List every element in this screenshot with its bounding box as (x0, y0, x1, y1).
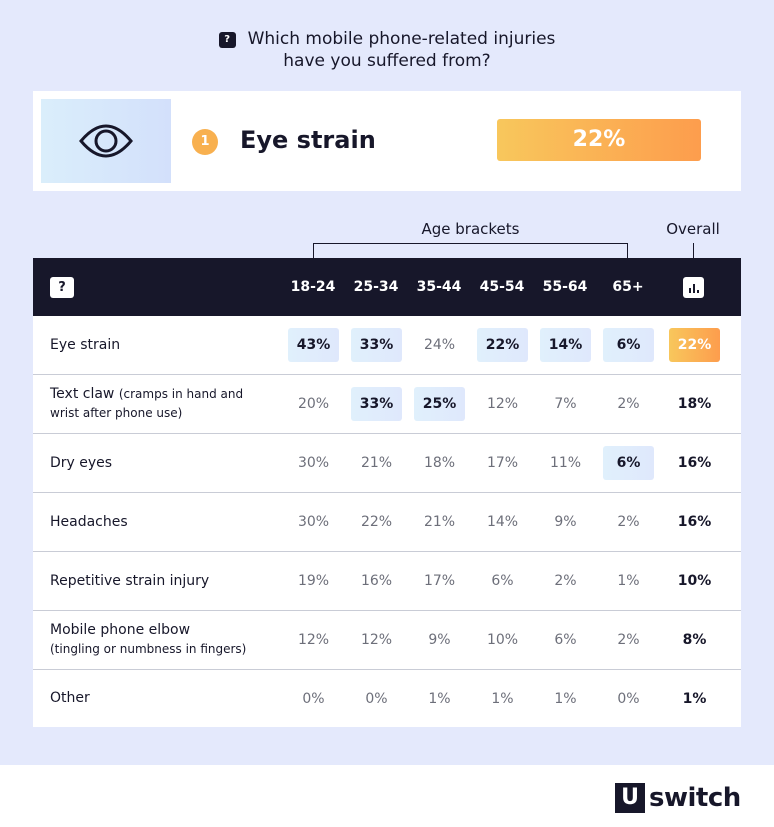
value-cell: 33% (351, 387, 402, 421)
row-label-text: Eye strain (50, 336, 121, 353)
featured-label: Eye strain (240, 126, 376, 154)
value-cell: 12% (297, 632, 330, 648)
row-label: Other (50, 670, 90, 727)
value-cell: 14% (540, 328, 591, 362)
row-sublabel: (tingling or numbness in fingers) (50, 642, 247, 656)
value-cell: 2% (554, 573, 577, 589)
row-label-text: Dry eyes (50, 454, 113, 471)
value-cell: 43% (288, 328, 339, 362)
row-label: Repetitive strain injury (50, 552, 209, 610)
value-cell: 19% (297, 573, 330, 589)
footer: U switch (0, 765, 774, 827)
column-header: 35-44 (416, 279, 462, 295)
value-cell: 7% (554, 396, 577, 412)
row-sublabel: (cramps in hand and wrist after phone us… (50, 387, 244, 420)
column-header: 65+ (612, 279, 644, 295)
value-cell: 2% (617, 396, 640, 412)
row-label-text: Headaches (50, 513, 128, 530)
overall-cell: 18% (677, 396, 712, 412)
row-label: Headaches (50, 493, 128, 551)
table-row: Repetitive strain injury 19% 16% 17% 6% 2% 1% 1… (33, 552, 741, 611)
row-label-text: Repetitive strain injury (50, 572, 210, 589)
value-cell: 2% (617, 632, 640, 648)
table-row: Mobile phone elbow (tingling or numbness … (33, 611, 741, 670)
value-cell: 30% (297, 514, 330, 530)
value-cell: 0% (302, 691, 325, 707)
table-row: Other 0% 0% 1% 1% 1% 0% 1% (33, 670, 741, 727)
overall-cell: 22% (669, 328, 720, 362)
overall-cell: 1% (682, 691, 707, 707)
age-brackets-bracket (313, 243, 628, 258)
row-label: Eye strain (50, 316, 120, 374)
uswitch-logo: U switch (615, 783, 741, 813)
value-cell: 25% (414, 387, 465, 421)
overall-label: Overall (666, 220, 720, 238)
value-cell: 17% (423, 573, 456, 589)
value-cell: 1% (617, 573, 640, 589)
value-cell: 0% (617, 691, 640, 707)
column-header: 55-64 (542, 279, 588, 295)
table-row: Text claw (cramps in hand and wrist afte… (33, 375, 741, 434)
overall-connector (693, 243, 694, 258)
value-cell: 2% (617, 514, 640, 530)
value-cell: 30% (297, 455, 330, 471)
age-brackets-label: Age brackets (421, 220, 520, 238)
value-cell: 1% (428, 691, 451, 707)
row-label-text: Text claw (50, 386, 115, 402)
value-cell: 6% (603, 446, 654, 480)
value-cell: 6% (491, 573, 514, 589)
column-header: 45-54 (479, 279, 525, 295)
table-row: Eye strain 43% 33% 24% 22% 14% 6% 22% (33, 316, 741, 375)
rank-badge: 1 (192, 129, 218, 155)
value-cell: 24% (423, 337, 456, 353)
value-cell: 6% (603, 328, 654, 362)
value-cell: 9% (554, 514, 577, 530)
column-header: 18-24 (290, 279, 336, 295)
value-cell: 14% (486, 514, 519, 530)
bar-chart-icon (683, 277, 704, 298)
value-cell: 10% (486, 632, 519, 648)
value-cell: 6% (554, 632, 577, 648)
value-cell: 20% (297, 396, 330, 412)
eye-icon (41, 99, 171, 183)
table-row: Headaches 30% 22% 21% 14% 9% 2% 16% (33, 493, 741, 552)
value-cell: 22% (477, 328, 528, 362)
overall-cell: 8% (682, 632, 707, 648)
value-cell: 0% (365, 691, 388, 707)
question-bubble-icon: ? (50, 277, 74, 298)
value-cell: 18% (423, 455, 456, 471)
overall-cell: 16% (677, 455, 712, 471)
question-bubble-icon: ? (218, 32, 236, 48)
value-cell: 11% (549, 455, 582, 471)
row-label: Text claw (cramps in hand and wrist afte… (50, 375, 250, 433)
value-cell: 1% (554, 691, 577, 707)
chart-title: ? Which mobile phone-related injuries hav… (0, 28, 774, 72)
row-label-text: Mobile phone elbow (50, 622, 191, 638)
value-cell: 21% (423, 514, 456, 530)
value-cell: 17% (486, 455, 519, 471)
featured-value-bar: 22% (497, 119, 701, 161)
overall-cell: 16% (677, 514, 712, 530)
value-cell: 22% (360, 514, 393, 530)
table-header: ? 18-24 25-34 35-44 45-54 55-64 65+ (33, 258, 741, 316)
column-header: 25-34 (353, 279, 399, 295)
value-cell: 12% (486, 396, 519, 412)
value-cell: 16% (360, 573, 393, 589)
row-label-text: Other (50, 690, 90, 706)
overall-cell: 10% (677, 573, 712, 589)
featured-card: 1 Eye strain 22% (33, 91, 741, 191)
table-row: Dry eyes 30% 21% 18% 17% 11% 6% 16% (33, 434, 741, 493)
value-cell: 21% (360, 455, 393, 471)
value-cell: 12% (360, 632, 393, 648)
value-cell: 1% (491, 691, 514, 707)
value-cell: 9% (428, 632, 451, 648)
row-label: Dry eyes (50, 434, 112, 492)
row-label: Mobile phone elbow (tingling or numbness … (50, 611, 246, 669)
table-body: Eye strain 43% 33% 24% 22% 14% 6% 22% Text claw … (33, 316, 741, 727)
value-cell: 33% (351, 328, 402, 362)
